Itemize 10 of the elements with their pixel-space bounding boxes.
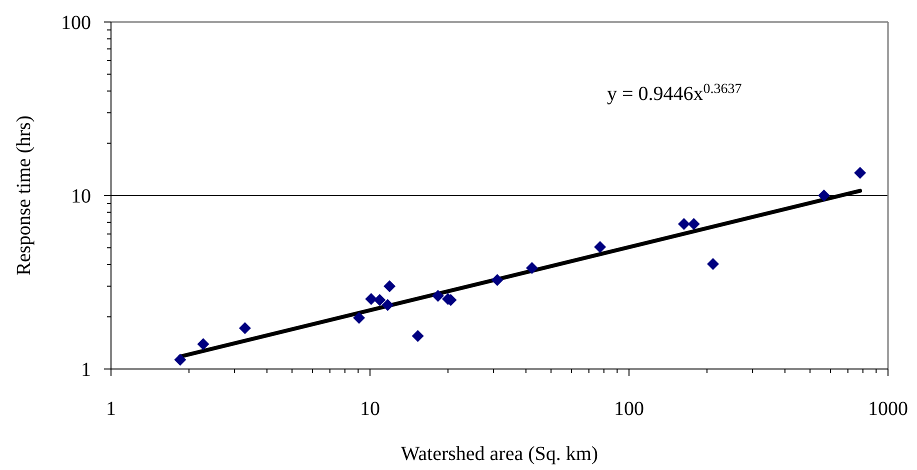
y-tick-label: 100: [61, 12, 91, 34]
y-axis-title: Response time (hrs): [13, 116, 35, 276]
x-axis-title: Watershed area (Sq. km): [400, 443, 598, 465]
x-tick-label: 10: [360, 398, 380, 420]
x-tick-label: 1000: [868, 398, 908, 420]
y-tick-label: 1: [81, 359, 91, 381]
x-tick-label: 100: [614, 398, 644, 420]
x-tick-label: 1: [106, 398, 116, 420]
y-tick-label: 10: [71, 186, 91, 208]
annotation: y = 0.9446x$^{0.3637}$: [607, 82, 742, 105]
